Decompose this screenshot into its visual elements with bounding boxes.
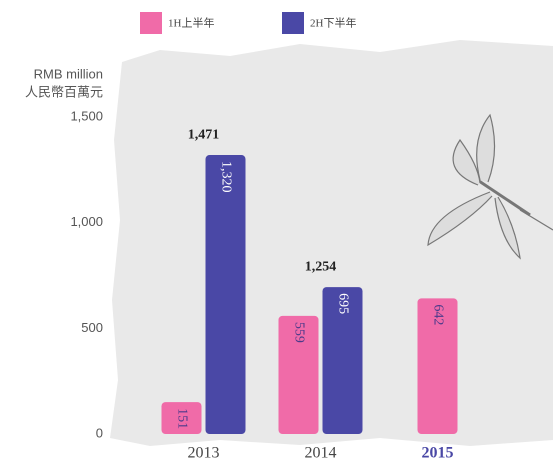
bar-value-label: 642: [430, 304, 445, 325]
total-label: 1,254: [305, 259, 337, 274]
y-axis-label: 人民幣百萬元: [25, 84, 103, 99]
bar-value-label: 695: [335, 293, 350, 314]
bar: [161, 402, 202, 434]
total-label: 1,471: [188, 127, 220, 142]
bar-value-label: 559: [291, 322, 306, 343]
bar-value-label: 151: [174, 408, 189, 429]
y-tick-label: 500: [81, 320, 103, 335]
bar: [205, 155, 246, 435]
y-tick-label: 0: [96, 425, 103, 440]
bar: [278, 315, 319, 434]
dragonfly: [427, 113, 553, 260]
y-tick-label: 1,500: [70, 108, 103, 123]
bar: [417, 298, 458, 434]
x-tick-label: 2013: [188, 445, 220, 462]
y-axis-label: RMB million: [34, 66, 103, 81]
x-tick-label: 2015: [422, 445, 454, 462]
x-tick-label: 2014: [305, 445, 337, 462]
legend-label: 1H上半年: [168, 16, 214, 30]
legend-swatch: [282, 12, 304, 34]
legend-swatch: [140, 12, 162, 34]
legend-label: 2H下半年: [310, 16, 356, 30]
bar: [322, 287, 363, 434]
bar-value-label: 1,320: [218, 161, 233, 193]
y-tick-label: 1,000: [70, 214, 103, 229]
